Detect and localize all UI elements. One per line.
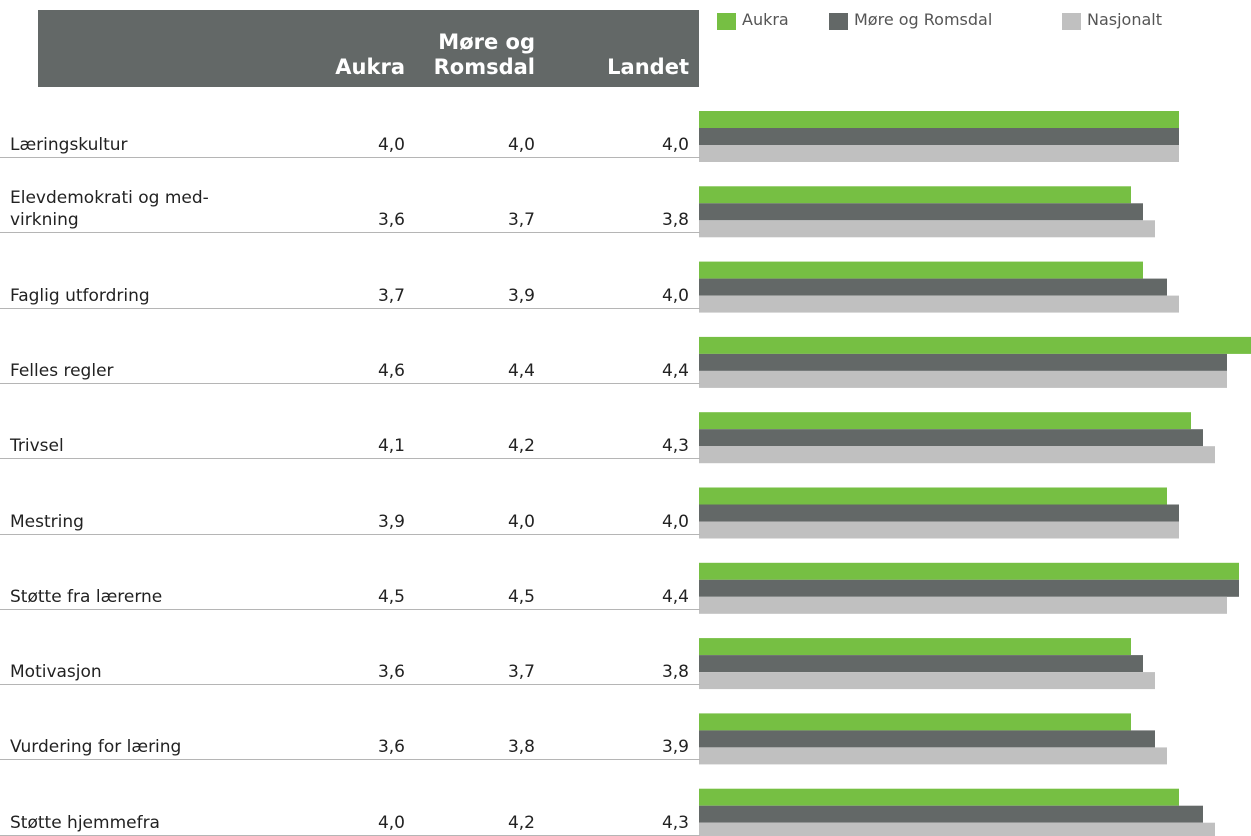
cell-value: 4,4 <box>507 360 535 381</box>
bar <box>699 713 1131 731</box>
row-rule <box>0 759 700 761</box>
column-header: Landet <box>607 55 689 79</box>
cell-value: 3,8 <box>507 737 535 758</box>
cell-value: 4,3 <box>661 436 689 457</box>
cell-value: 3,7 <box>507 210 535 231</box>
row-rule <box>0 157 700 158</box>
cell-value: 4,4 <box>661 360 689 381</box>
bar <box>699 487 1167 505</box>
bar <box>699 128 1179 145</box>
cell-value: 4,0 <box>377 812 405 833</box>
cell-value: 3,8 <box>661 210 689 231</box>
cell-value: 4,6 <box>377 360 405 381</box>
row-label: Mestring <box>10 511 84 532</box>
row-label: Elevdemokrati og med-virkning <box>10 188 209 231</box>
row-label: Læringskultur <box>10 135 128 155</box>
bar <box>699 521 1179 539</box>
cell-value: 3,7 <box>377 285 405 306</box>
bar <box>699 186 1131 204</box>
legend-label: Møre og Romsdal <box>854 10 993 29</box>
row-rule <box>0 684 700 686</box>
cell-value: 4,1 <box>377 436 405 457</box>
bar <box>699 504 1179 522</box>
row-rule <box>0 533 700 535</box>
bar <box>699 203 1143 221</box>
cell-value: 3,7 <box>507 662 535 683</box>
cell-value: 4,4 <box>661 586 689 607</box>
row-label: Støtte hjemmefra <box>10 812 160 833</box>
cell-value: 4,0 <box>661 511 689 532</box>
bar <box>699 295 1179 313</box>
bar <box>699 111 1179 128</box>
bar <box>699 655 1143 673</box>
cell-value: 3,6 <box>377 662 405 683</box>
cell-value: 3,9 <box>377 511 405 532</box>
bar <box>699 747 1167 765</box>
row-label: Trivsel <box>10 436 64 457</box>
bar <box>699 579 1239 597</box>
row-rule <box>0 307 700 309</box>
bar <box>699 788 1179 806</box>
cell-value: 4,3 <box>661 812 689 833</box>
bar <box>699 638 1131 656</box>
bar <box>699 370 1227 388</box>
cell-value: 4,5 <box>377 586 405 607</box>
row-label: Støtte fra lærerne <box>10 586 163 607</box>
legend-label: Aukra <box>742 10 789 29</box>
bar <box>699 145 1179 162</box>
cell-value: 4,0 <box>507 511 535 532</box>
row-label: Faglig utfordring <box>10 285 150 306</box>
cell-value: 4,0 <box>377 135 405 155</box>
bar <box>699 596 1227 614</box>
bar <box>699 446 1215 464</box>
cell-value: 3,9 <box>661 737 689 758</box>
legend-label: Nasjonalt <box>1087 10 1163 29</box>
bar <box>699 412 1191 430</box>
bar <box>699 278 1167 296</box>
row-rule <box>0 232 700 234</box>
cell-value: 4,0 <box>661 135 689 155</box>
legend-swatch <box>1062 13 1081 30</box>
bar <box>699 672 1155 690</box>
bar <box>699 730 1155 748</box>
column-header: Møre og Romsdal <box>433 30 535 79</box>
cell-value: 4,0 <box>507 135 535 155</box>
row-rule <box>0 458 700 460</box>
row-label: Vurdering for læring <box>10 737 182 758</box>
bar <box>699 336 1251 354</box>
row-rule <box>0 608 700 610</box>
bar <box>699 805 1203 823</box>
cell-value: 3,8 <box>661 662 689 683</box>
bar <box>699 261 1143 279</box>
column-header: Aukra <box>335 55 405 79</box>
legend-swatch <box>717 13 736 30</box>
cell-value: 3,9 <box>507 285 535 306</box>
cell-value: 3,6 <box>377 737 405 758</box>
bar <box>699 822 1215 836</box>
cell-value: 4,2 <box>507 812 535 833</box>
cell-value: 4,0 <box>661 285 689 306</box>
row-rule <box>0 382 700 384</box>
table-header <box>38 10 699 87</box>
bar <box>699 562 1239 580</box>
row-label: Motivasjon <box>10 662 102 683</box>
cell-value: 4,5 <box>507 586 535 607</box>
bar <box>699 353 1227 371</box>
row-rule <box>0 834 700 836</box>
row-label: Felles regler <box>10 360 114 381</box>
legend-swatch <box>829 13 848 30</box>
bar <box>699 220 1155 238</box>
cell-value: 3,6 <box>377 210 405 231</box>
bar <box>699 429 1203 447</box>
cell-value: 4,2 <box>507 436 535 457</box>
